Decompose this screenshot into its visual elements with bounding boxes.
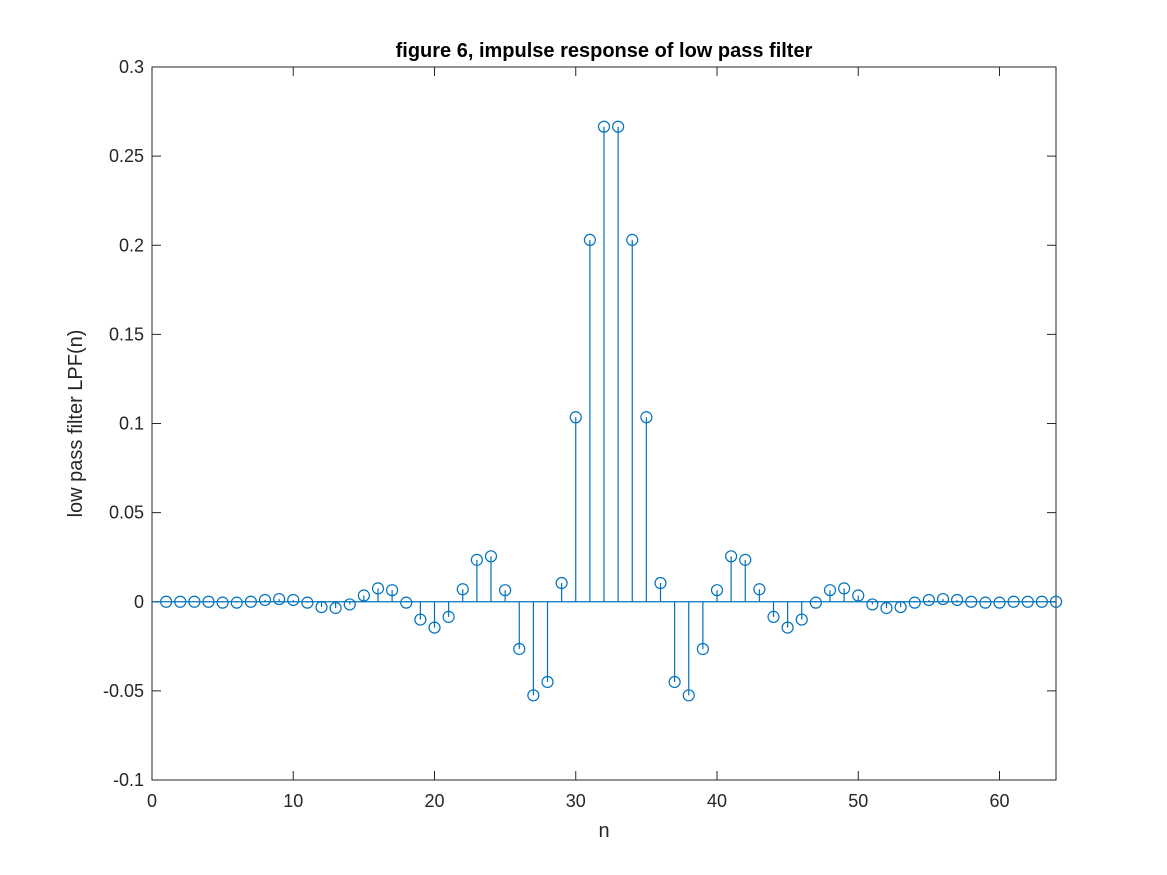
- stem-marker: [612, 120, 625, 133]
- stem-marker: [852, 589, 865, 602]
- y-tick-label: 0.15: [109, 324, 144, 344]
- stem-marker: [781, 621, 794, 634]
- stem-marker: [626, 233, 639, 247]
- stem-marker: [654, 576, 667, 590]
- stem-marker: [838, 582, 851, 595]
- stem-marker: [569, 411, 582, 424]
- stem-marker: [710, 584, 724, 597]
- stem-marker: [1035, 595, 1048, 608]
- stem-marker: [640, 411, 653, 424]
- chart-title: figure 6, impulse response of low pass f…: [396, 40, 813, 62]
- stem-marker: [1049, 595, 1063, 608]
- stem-marker: [400, 596, 413, 609]
- stem-marker: [527, 689, 540, 702]
- x-tick-label: 30: [566, 791, 586, 811]
- x-tick-label: 10: [283, 791, 303, 811]
- x-axis-label: n: [598, 820, 609, 842]
- stem-marker: [188, 595, 201, 608]
- y-axis-label: low pass filter LPF(n): [65, 330, 87, 518]
- stem-marker: [993, 596, 1006, 609]
- stem-marker: [668, 675, 681, 689]
- stem-marker: [696, 642, 709, 656]
- stem-marker: [287, 593, 300, 607]
- stem-marker: [202, 595, 215, 608]
- stem-marker: [315, 600, 328, 614]
- stem-marker: [301, 596, 314, 609]
- stem-marker: [386, 584, 399, 597]
- stem-marker: [456, 583, 469, 596]
- stem-marker: [583, 233, 596, 247]
- stem-marker: [908, 596, 921, 609]
- y-tick-label: 0.05: [109, 503, 144, 523]
- stem-marker: [371, 582, 385, 595]
- stem-marker: [894, 600, 907, 614]
- stem-marker: [809, 596, 822, 609]
- plot-area: 0 10 20 30 40 50 60 -0.1 -0.05 0 0.05 0.1 0.15 0.2 0.2…: [103, 57, 1063, 811]
- stem-marker: [1007, 595, 1020, 608]
- y-tick-label: -0.05: [103, 681, 144, 701]
- stem-marker: [880, 601, 893, 615]
- stem-marker: [499, 584, 512, 597]
- stem-marker: [442, 610, 455, 624]
- stem-marker: [823, 584, 837, 597]
- stem-marker: [725, 550, 738, 563]
- x-tick-label: 40: [707, 791, 727, 811]
- stem-marker: [273, 592, 286, 606]
- stem-marker: [343, 598, 356, 611]
- stem-marker: [470, 553, 483, 566]
- stem-marker: [357, 589, 370, 602]
- stem-marker: [979, 596, 992, 609]
- stem-marker: [922, 593, 935, 607]
- stem-marker: [541, 675, 554, 689]
- stem-marker: [1021, 595, 1034, 608]
- x-tick-label: 20: [424, 791, 444, 811]
- stem-marker: [244, 595, 257, 608]
- stem-marker: [951, 593, 964, 607]
- stem-marker: [753, 583, 766, 596]
- stem-marker: [329, 601, 342, 615]
- stem-marker: [160, 595, 173, 608]
- y-tick-label: 0: [134, 592, 144, 612]
- stem-marker: [216, 596, 229, 609]
- x-tick-label: 50: [848, 791, 868, 811]
- stem-marker: [428, 621, 441, 634]
- stem-marker: [513, 642, 526, 656]
- stem-marker: [414, 613, 427, 626]
- stem-marker: [936, 592, 950, 606]
- stem-marker: [795, 613, 808, 626]
- stem-marker: [866, 598, 879, 611]
- stem-marker: [682, 689, 695, 702]
- stem-marker: [484, 550, 498, 563]
- x-tick-label: 0: [147, 791, 157, 811]
- stem-marker: [767, 610, 780, 624]
- stem-marker: [597, 120, 611, 133]
- stem-marker: [965, 595, 978, 608]
- y-tick-label: -0.1: [113, 770, 144, 790]
- stem-marker: [174, 595, 187, 608]
- stem-marker: [739, 553, 752, 566]
- y-tick-label: 0.1: [119, 414, 144, 434]
- y-tick-label: 0.25: [109, 146, 144, 166]
- stem-marker: [258, 593, 272, 607]
- stem-marker: [555, 576, 568, 590]
- stem-marker: [230, 596, 243, 609]
- y-tick-label: 0.2: [119, 235, 144, 255]
- y-tick-label: 0.3: [119, 57, 144, 77]
- x-tick-label: 60: [989, 791, 1009, 811]
